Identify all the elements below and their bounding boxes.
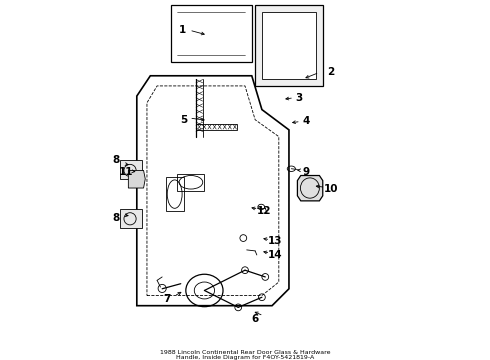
Bar [196,124,237,130]
Text: 6: 6 [251,314,259,324]
Text: 10: 10 [324,184,339,194]
Text: 8: 8 [112,155,120,165]
Text: 14: 14 [268,250,283,260]
Text: 2: 2 [328,67,335,77]
Polygon shape [137,76,289,306]
Polygon shape [262,12,316,79]
Text: 9: 9 [302,167,309,177]
Text: 7: 7 [164,294,171,304]
Text: 3: 3 [295,93,303,103]
Text: 1988 Lincoln Continental Rear Door Glass & Hardware
Handle, Inside Diagram for F: 1988 Lincoln Continental Rear Door Glass… [160,350,330,360]
Polygon shape [120,160,142,179]
Text: 4: 4 [302,116,310,126]
Text: 13: 13 [268,237,283,247]
Bar [166,177,184,211]
Polygon shape [128,170,145,188]
Text: 12: 12 [256,206,271,216]
Text: 11: 11 [119,167,133,177]
Bar [177,174,204,191]
Polygon shape [297,176,323,201]
Polygon shape [255,5,323,86]
Polygon shape [120,209,142,228]
Text: 1: 1 [179,25,186,35]
Text: 5: 5 [180,115,188,125]
Text: 8: 8 [112,213,120,223]
